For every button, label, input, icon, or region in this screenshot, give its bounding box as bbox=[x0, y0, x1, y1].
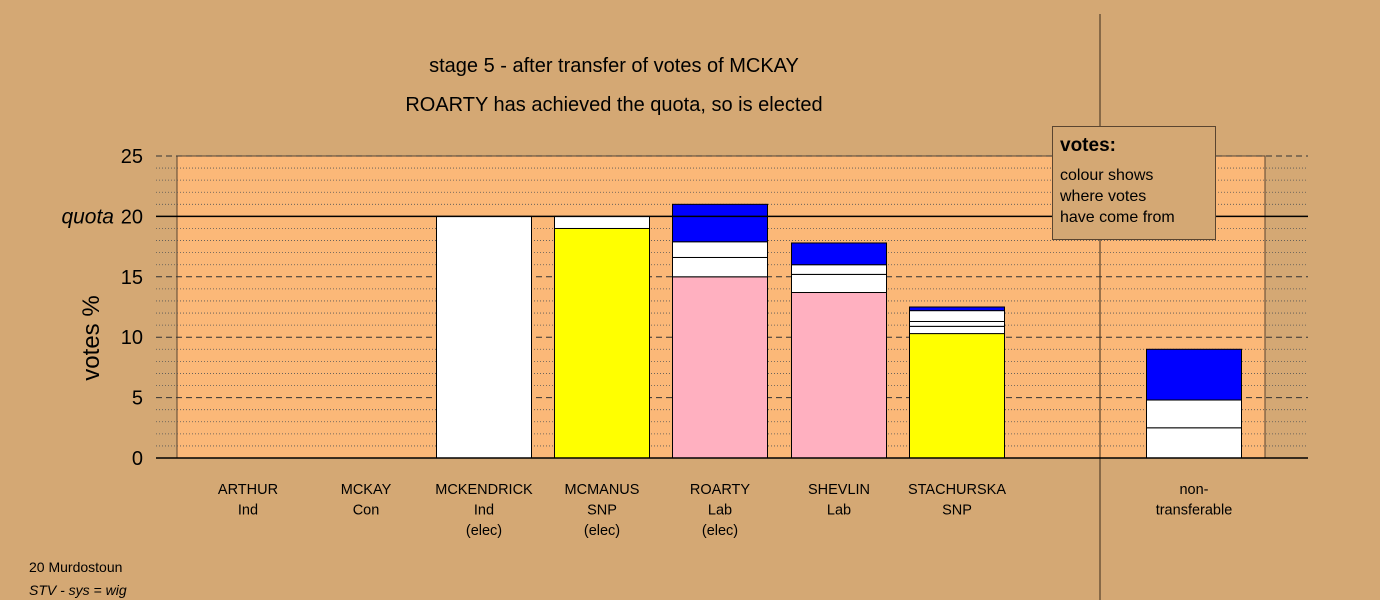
y-tick-label: 15 bbox=[121, 267, 143, 289]
category-label: Ind bbox=[238, 503, 258, 519]
category-label: SNP bbox=[587, 503, 617, 519]
chart-subtitle: ROARTY has achieved the quota, so is ele… bbox=[405, 94, 822, 116]
y-tick-label: 25 bbox=[121, 146, 143, 168]
category-label: Ind bbox=[474, 503, 494, 519]
quota-label: quota bbox=[61, 205, 114, 228]
category-label: (elec) bbox=[466, 523, 502, 539]
bar-segment bbox=[909, 320, 1005, 327]
system-label: STV - sys = wig bbox=[29, 582, 127, 598]
category-label: STACHURSKA bbox=[908, 482, 1006, 498]
legend: votes: colour shows where votes have com… bbox=[1052, 126, 1216, 240]
y-axis-label: votes % bbox=[78, 295, 105, 380]
legend-line: where votes bbox=[1060, 188, 1147, 205]
category-label: ROARTY bbox=[690, 482, 750, 498]
category-label: (elec) bbox=[702, 523, 738, 539]
category-label: Lab bbox=[708, 503, 732, 519]
bar-segment bbox=[909, 325, 1005, 335]
bar-segment bbox=[909, 306, 1005, 312]
bar-segment bbox=[791, 273, 887, 294]
ward-label: 20 Murdostoun bbox=[29, 559, 123, 575]
bar-segment bbox=[909, 310, 1005, 322]
category-label: non- bbox=[1179, 482, 1208, 498]
bar-segment bbox=[672, 276, 768, 459]
bar-segment bbox=[554, 227, 650, 459]
category-label: transferable bbox=[1156, 503, 1233, 519]
y-tick-label: 20 bbox=[121, 206, 143, 228]
bar-segment bbox=[791, 292, 887, 459]
bar-segment bbox=[554, 215, 650, 229]
bar-segment bbox=[672, 241, 768, 258]
legend-line: colour shows bbox=[1060, 167, 1154, 184]
chart-title: stage 5 - after transfer of votes of MCK… bbox=[429, 55, 799, 77]
bar-segment bbox=[1146, 348, 1242, 401]
bar-segment bbox=[672, 203, 768, 243]
y-tick-label: 5 bbox=[132, 388, 143, 410]
category-label: (elec) bbox=[584, 523, 620, 539]
bar-segment bbox=[791, 242, 887, 266]
bar-segment bbox=[436, 215, 532, 459]
y-tick-label: 0 bbox=[132, 448, 143, 470]
y-tick-label: 10 bbox=[121, 327, 143, 349]
category-label: ARTHUR bbox=[218, 482, 278, 498]
category-label: Con bbox=[353, 503, 380, 519]
category-label: MCKENDRICK bbox=[435, 482, 533, 498]
bar-segment bbox=[672, 256, 768, 278]
category-label: Lab bbox=[827, 503, 851, 519]
legend-title: votes: bbox=[1060, 135, 1116, 156]
bar-segment bbox=[909, 333, 1005, 459]
category-label: SNP bbox=[942, 503, 972, 519]
bar-segment bbox=[1146, 427, 1242, 459]
bar-segment bbox=[1146, 399, 1242, 429]
category-label: MCMANUS bbox=[565, 482, 640, 498]
category-label: SHEVLIN bbox=[808, 482, 870, 498]
category-label: MCKAY bbox=[341, 482, 392, 498]
legend-line: have come from bbox=[1060, 209, 1175, 226]
bar-segment bbox=[791, 264, 887, 275]
